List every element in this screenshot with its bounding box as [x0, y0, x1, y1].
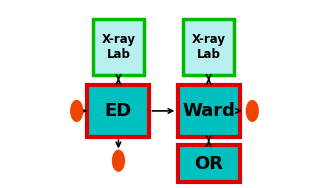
FancyBboxPatch shape: [93, 19, 144, 75]
FancyBboxPatch shape: [178, 85, 240, 137]
Ellipse shape: [113, 150, 124, 171]
Text: X-ray
Lab: X-ray Lab: [101, 33, 136, 61]
FancyBboxPatch shape: [183, 19, 234, 75]
Ellipse shape: [71, 101, 83, 121]
Text: OR: OR: [194, 155, 223, 173]
FancyBboxPatch shape: [88, 85, 149, 137]
FancyBboxPatch shape: [178, 145, 240, 182]
Text: X-ray
Lab: X-ray Lab: [192, 33, 226, 61]
Ellipse shape: [246, 101, 258, 121]
Text: Ward: Ward: [182, 102, 235, 120]
Text: ED: ED: [105, 102, 132, 120]
